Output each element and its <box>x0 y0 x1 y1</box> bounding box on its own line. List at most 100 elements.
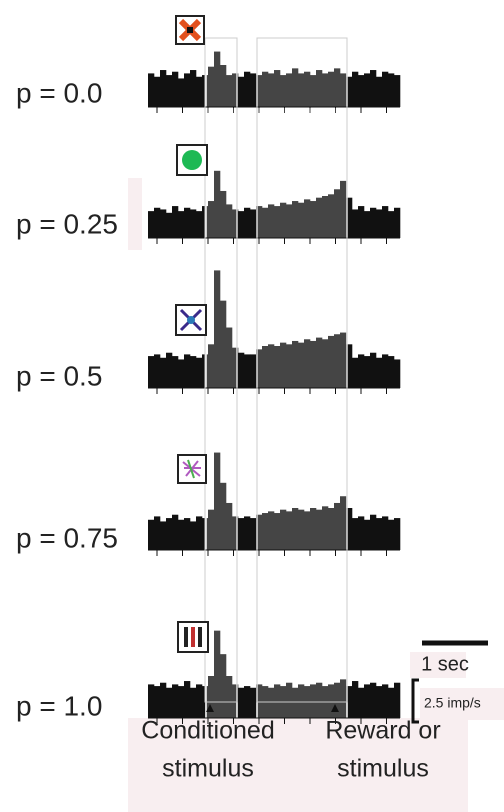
bar <box>364 356 370 388</box>
bar <box>148 356 154 388</box>
bar <box>370 353 376 388</box>
histogram <box>148 420 400 556</box>
bar <box>388 520 394 550</box>
bar <box>364 73 370 107</box>
bar <box>370 70 376 107</box>
window-shade <box>205 588 237 718</box>
histogram <box>148 588 400 724</box>
bar <box>358 516 364 550</box>
bar <box>166 75 172 107</box>
bar <box>364 684 370 718</box>
window-shade <box>257 0 347 107</box>
icon <box>177 145 207 175</box>
bar <box>148 520 154 550</box>
bar <box>190 688 196 718</box>
bar <box>184 73 190 107</box>
bar <box>154 77 160 107</box>
bar <box>382 72 388 107</box>
bar <box>238 688 244 718</box>
bar <box>376 209 382 238</box>
bar <box>244 208 250 238</box>
bar <box>382 206 388 238</box>
x-label: stimulus <box>162 755 254 783</box>
bar <box>364 520 370 550</box>
bar <box>166 518 172 550</box>
window-shade <box>205 420 237 550</box>
bar <box>148 211 154 238</box>
bar <box>190 356 196 388</box>
bar <box>160 358 166 388</box>
bar <box>388 73 394 107</box>
bar <box>172 684 178 718</box>
bar <box>166 353 172 388</box>
window-shade <box>257 420 347 550</box>
condition-label: p = 0.0 <box>16 77 102 108</box>
bar <box>196 77 202 107</box>
bar <box>178 359 184 388</box>
bar <box>154 208 160 238</box>
bar <box>352 358 358 388</box>
scale-label: 1 sec <box>421 653 469 675</box>
bar <box>184 681 190 718</box>
icon <box>176 305 206 335</box>
bar <box>244 72 250 107</box>
bar <box>160 70 166 107</box>
bar <box>196 516 202 550</box>
bar <box>250 209 256 238</box>
bar <box>148 73 154 107</box>
bar <box>190 209 196 238</box>
bar <box>154 516 160 550</box>
bar <box>154 686 160 718</box>
x-label: Reward or <box>325 717 440 745</box>
bar <box>376 518 382 550</box>
bar <box>184 208 190 238</box>
bar <box>160 209 166 238</box>
bar <box>388 356 394 388</box>
bar <box>382 354 388 388</box>
icon <box>178 455 206 483</box>
icon <box>178 622 208 652</box>
label-background <box>128 178 142 250</box>
window-shade <box>257 108 347 238</box>
bar <box>370 515 376 550</box>
bar <box>178 78 184 107</box>
bar <box>394 75 400 107</box>
bar <box>370 208 376 238</box>
bar <box>352 518 358 550</box>
bar <box>352 209 358 238</box>
bar <box>166 213 172 238</box>
bar <box>382 684 388 718</box>
bar <box>376 686 382 718</box>
figure: p = 0.0p = 0.25p = 0.5p = 0.75p = 1.0 Co… <box>0 0 504 812</box>
bar <box>196 211 202 238</box>
bar <box>238 77 244 107</box>
bar <box>358 688 364 718</box>
bar <box>178 686 184 718</box>
bar <box>238 211 244 238</box>
bar <box>388 211 394 238</box>
bar <box>190 70 196 107</box>
bar <box>178 211 184 238</box>
bar <box>244 354 250 388</box>
bar <box>172 515 178 550</box>
window-shade <box>205 0 237 107</box>
bar <box>196 358 202 388</box>
bar <box>250 688 256 718</box>
bar <box>172 72 178 107</box>
x-label: Conditioned <box>141 717 274 745</box>
bar <box>376 77 382 107</box>
window-shade <box>205 108 237 238</box>
bar <box>394 208 400 238</box>
bar <box>250 73 256 107</box>
bar <box>250 518 256 550</box>
bar <box>238 353 244 388</box>
bar <box>394 518 400 550</box>
window-shade <box>205 258 237 388</box>
bar <box>358 206 364 238</box>
bar <box>358 354 364 388</box>
bar <box>394 683 400 718</box>
bar <box>244 686 250 718</box>
bar <box>148 684 154 718</box>
bar <box>184 518 190 550</box>
window-shade <box>257 258 347 388</box>
